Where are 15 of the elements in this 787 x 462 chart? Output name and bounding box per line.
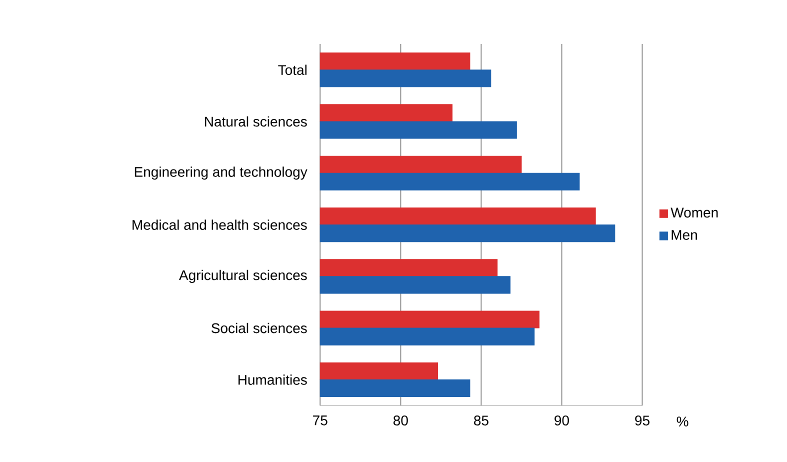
y-tick-label: Social sciences [212,323,307,334]
y-tick-label: Agricultural sciences [179,270,307,284]
x-tick-label: 75 [313,416,328,426]
y-tick-label: Engineering and technology [134,166,308,180]
legend-label: Women [670,208,718,218]
x-axis-title: % [676,416,688,427]
x-tick-label: 90 [554,416,569,426]
y-tick-label: Medical and health sciences [132,220,307,230]
y-tick-label: Humanities [238,374,307,386]
x-tick-label: 85 [474,416,488,426]
y-tick-label: Total [278,64,306,76]
y-tick-label: Natural sciences [205,116,307,127]
x-tick-label: 95 [635,416,650,426]
legend-label: Men [672,230,697,240]
x-tick-label: 80 [393,416,408,426]
